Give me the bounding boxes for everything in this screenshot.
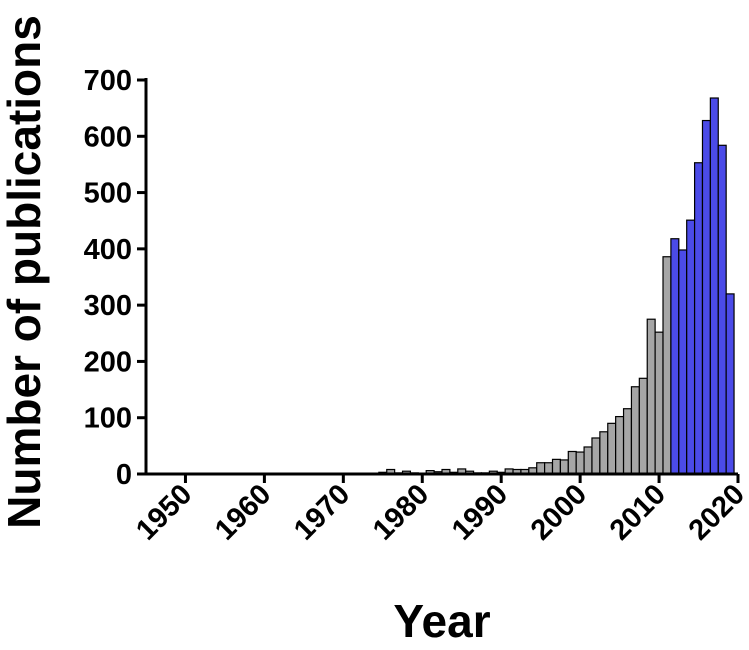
bar-2005 <box>615 415 625 475</box>
x-tick-label: 1950 <box>130 478 198 546</box>
y-axis-title: Number of publications <box>0 15 50 529</box>
bar-1996 <box>544 462 554 475</box>
bar-2014 <box>686 219 696 475</box>
bar-2003 <box>599 431 609 475</box>
x-tick-label: 1990 <box>446 478 514 546</box>
bars-group <box>378 97 735 475</box>
bar-2016 <box>701 119 711 475</box>
x-tick-label: 2010 <box>604 478 672 546</box>
bar-2012 <box>670 238 680 475</box>
x-axis-title: Year <box>393 595 490 647</box>
x-tick-label: 1980 <box>367 478 435 546</box>
y-tick-label: 100 <box>84 403 132 435</box>
bar-2010 <box>654 331 664 475</box>
y-tick-label: 300 <box>84 290 132 322</box>
bar-2019 <box>725 293 735 475</box>
bar-2009 <box>646 318 656 475</box>
bar-2006 <box>622 408 633 475</box>
bar-1997 <box>551 458 562 475</box>
y-ticks-group: 0 100 200 300 400 500 600 700 <box>84 65 146 491</box>
y-tick-label: 600 <box>84 121 132 153</box>
bar-2018 <box>717 144 727 475</box>
x-tick-label: 2000 <box>525 478 593 546</box>
bar-2002 <box>591 437 601 475</box>
y-tick-label: 500 <box>84 178 132 210</box>
x-tick-label: 1970 <box>288 478 356 546</box>
bar-2007 <box>630 386 640 475</box>
bar-2000 <box>575 451 585 475</box>
bar-2004 <box>607 422 617 475</box>
bar-2008 <box>638 377 648 475</box>
bar-2015 <box>693 162 704 475</box>
bar-1998 <box>559 459 569 475</box>
y-tick-label: 0 <box>116 459 132 491</box>
y-tick-label: 700 <box>84 65 132 97</box>
x-tick-label: 1960 <box>209 478 277 546</box>
bar-2011 <box>662 256 672 475</box>
bar-2013 <box>678 249 688 475</box>
y-tick-label: 200 <box>84 346 132 378</box>
bar-1999 <box>567 450 577 475</box>
y-tick-label: 400 <box>84 234 132 266</box>
x-tick-label: 2020 <box>683 478 749 546</box>
bar-1995 <box>536 462 546 475</box>
x-ticks-group: 1950 1960 1970 1980 1990 2000 2010 2020 <box>130 474 749 547</box>
bar-2001 <box>583 446 593 475</box>
bar-2017 <box>709 97 719 475</box>
